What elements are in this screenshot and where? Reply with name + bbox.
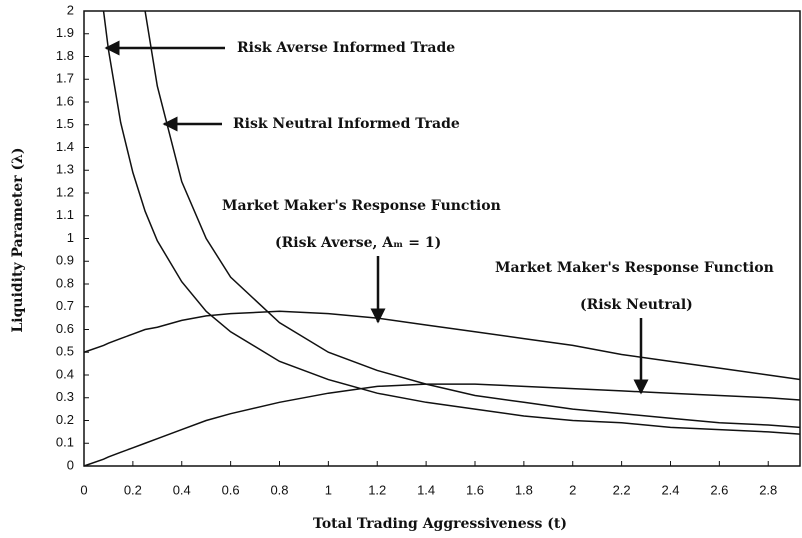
y-tick-label: 0.9 [56,253,74,268]
x-tick-label: 1.8 [515,482,533,497]
y-tick-label: 0.2 [56,412,74,427]
line [83,383,801,467]
annotation: (Risk Averse, Aₘ = 1) [275,235,441,251]
x-tick-label: 1.6 [466,482,484,497]
x-tick-label: 0.2 [124,482,142,497]
plot-frame [83,10,801,467]
y-tick-label: 0.1 [56,435,74,450]
x-tick-label: 2.2 [613,482,631,497]
y-tick-label: 1.7 [56,71,74,86]
y-tick-label: 1.8 [56,48,74,63]
x-tick-label: 0.6 [222,482,240,497]
x-axis-label: Total Trading Aggressiveness (t) [313,516,567,532]
y-tick-label: 1.9 [56,25,74,40]
line [102,10,801,435]
y-tick-label: 0.4 [56,366,74,381]
annotation: Market Maker's Response Function [222,198,501,214]
y-tick-label: 1.2 [56,184,74,199]
y-tick-label: 1.6 [56,93,74,108]
annotation: Market Maker's Response Function [495,260,774,276]
y-tick-label: 0.5 [56,344,74,359]
x-tick-label: 1 [325,482,332,497]
line [83,310,801,381]
y-tick-label: 0.8 [56,275,74,290]
x-tick-label: 2 [569,482,576,497]
annotation: Risk Averse Informed Trade [237,40,455,56]
annotation: Risk Neutral Informed Trade [233,116,460,132]
y-tick-label: 1.4 [56,139,74,154]
x-tick-label: 2.8 [759,482,777,497]
y-tick-label: 1.3 [56,162,74,177]
y-tick-label: 1.5 [56,116,74,131]
annotation: (Risk Neutral) [580,297,693,313]
y-tick-label: 2 [67,2,74,17]
x-tick-label: 0.8 [270,482,288,497]
x-tick-label: 0 [80,482,87,497]
x-tick-label: 1.4 [417,482,435,497]
y-tick-label: 0.6 [56,321,74,336]
y-tick-label: 0.3 [56,389,74,404]
y-axis-label: Liquidity Parameter (λ) [10,147,26,332]
y-tick-label: 1 [67,230,74,245]
x-tick-label: 2.6 [710,482,728,497]
y-tick-label: 0 [67,457,74,472]
x-tick-label: 2.4 [661,482,679,497]
y-tick-label: 1.1 [56,207,74,222]
y-tick-label: 0.7 [56,298,74,313]
x-tick-label: 0.4 [173,482,191,497]
x-tick-label: 1.2 [368,482,386,497]
line [144,10,801,429]
